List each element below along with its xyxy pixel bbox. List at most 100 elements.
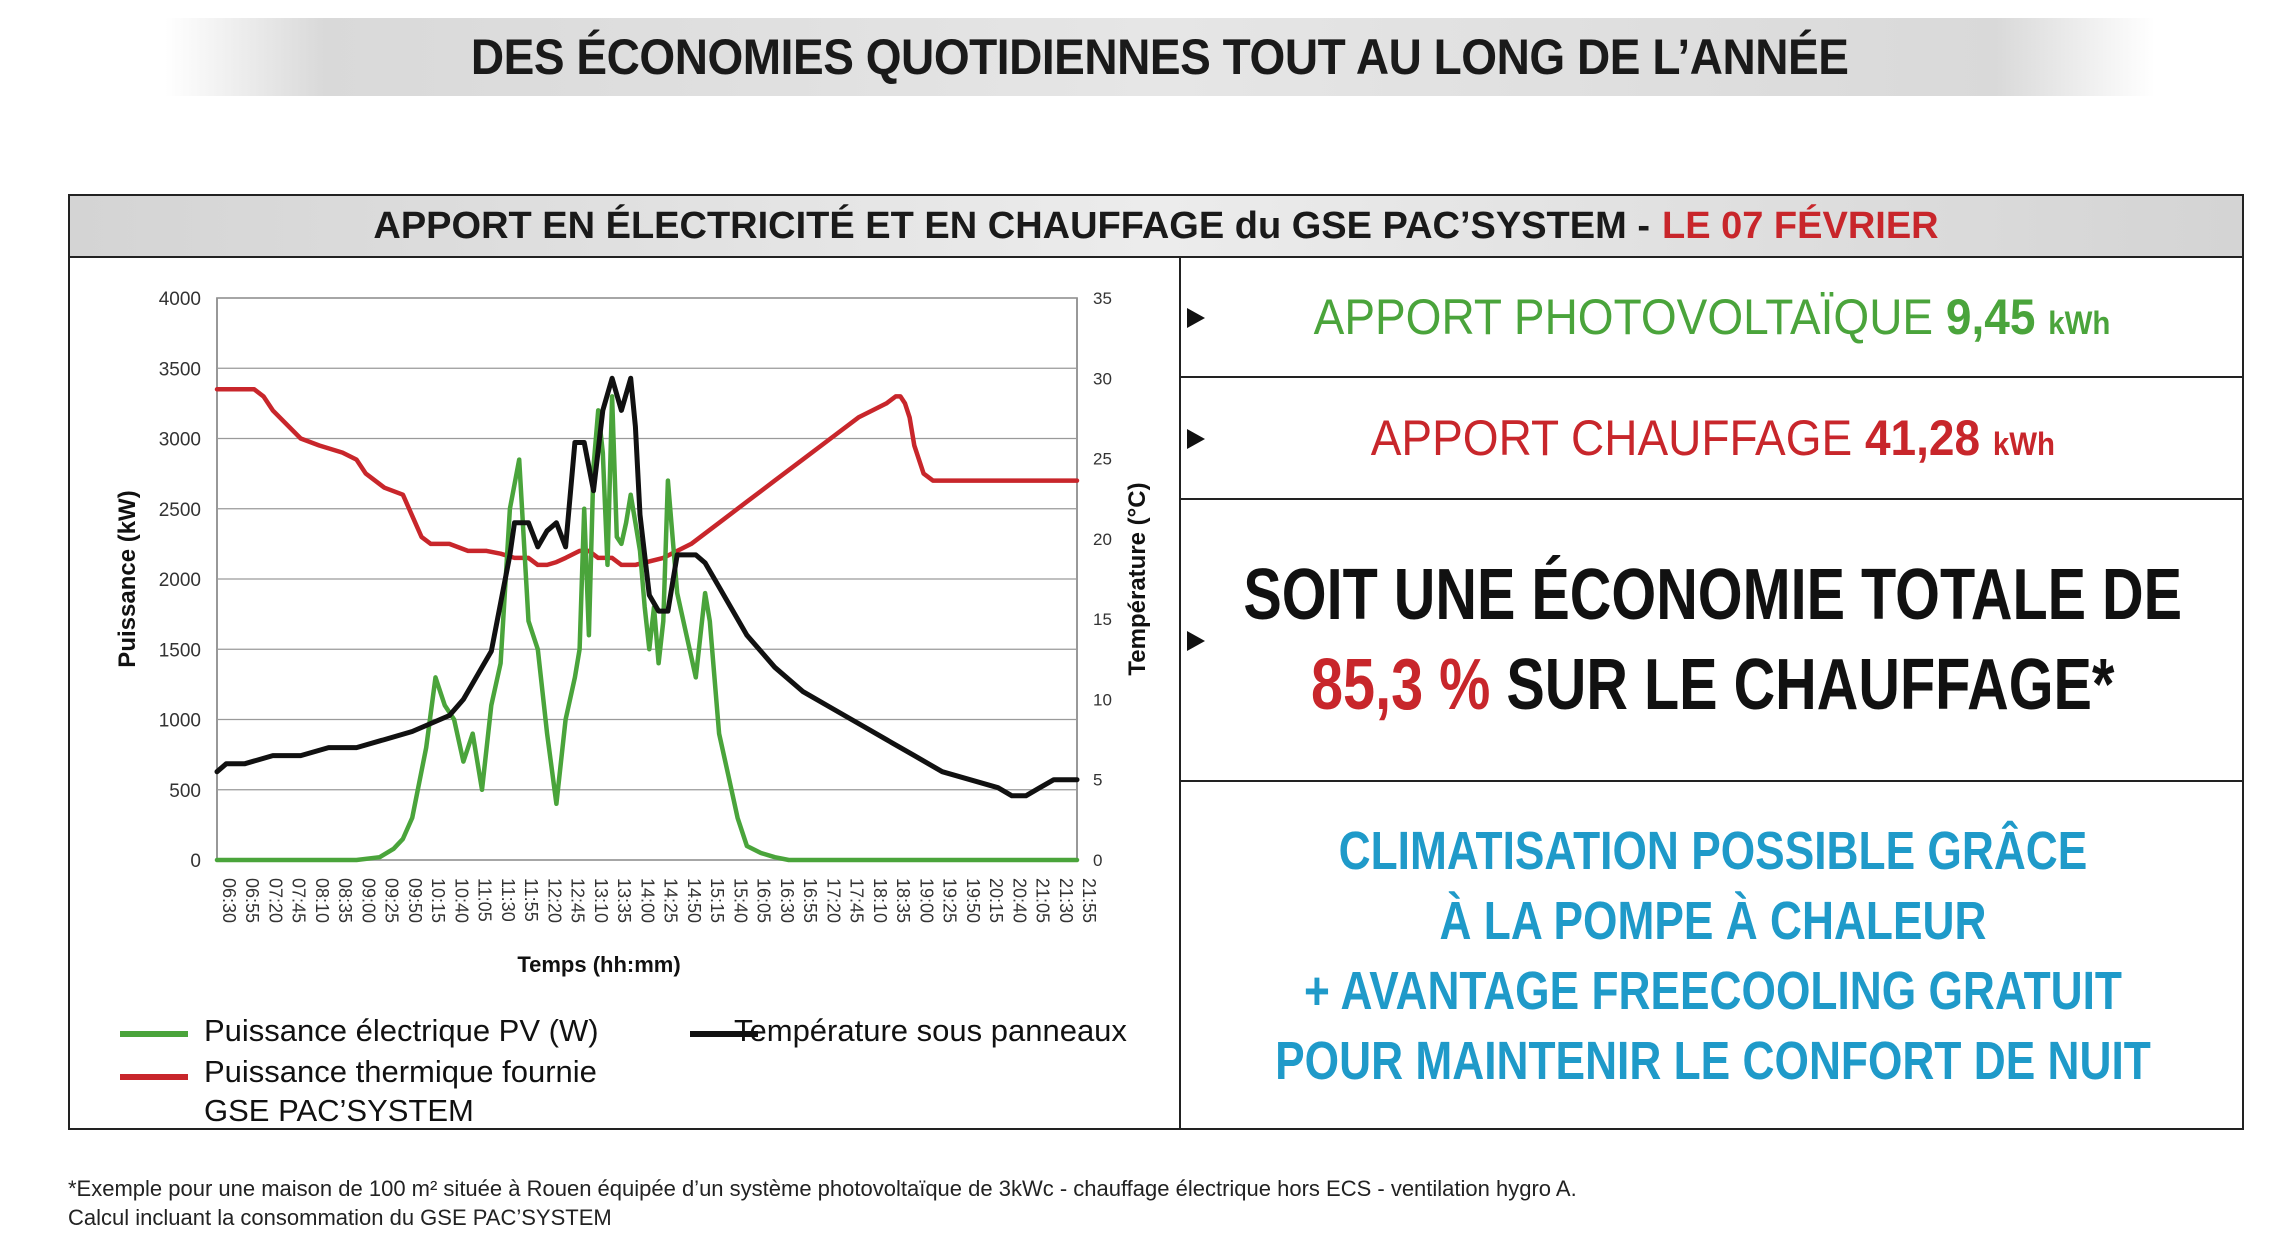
x-tick-label: 21:05 [1033,878,1053,923]
x-tick-label: 12:45 [568,878,588,923]
stat-pv-unit: kWh [2048,305,2111,341]
x-tick-label: 06:55 [242,878,262,923]
x-tick-label: 13:35 [614,878,634,923]
x-tick-label: 19:00 [916,878,936,923]
y-tick-label: 1000 [159,711,201,732]
y-axis-title: Puissance (kW) [114,490,141,667]
y2-tick-label: 5 [1093,771,1102,790]
y2-tick-label: 35 [1093,289,1112,308]
x-tick-label: 19:50 [963,878,983,923]
panel-title-date: LE 07 FÉVRIER [1661,204,1939,247]
x-tick-label: 09:50 [405,878,425,923]
legend-temp-swatch [690,1031,758,1037]
footnote-line-1: *Exemple pour une maison de 100 m² situé… [68,1176,1577,1201]
economy-percent: 85,3 % [1310,645,1491,725]
clim-line-2: À LA POMPE À CHALEUR [1439,891,1986,951]
header-banner: DES ÉCONOMIES QUOTIDIENNES TOUT AU LONG … [165,18,2155,96]
x-tick-label: 07:45 [289,878,309,923]
stat-economy-text: SOIT UNE ÉCONOMIE TOTALE DE 85,3 % SUR L… [1243,550,2182,730]
legend-temp-label: Température sous panneaux [734,1013,1127,1048]
x-tick-label: 17:45 [847,878,867,923]
stat-pv-label: APPORT PHOTOVOLTAÏQUE [1314,289,1934,345]
x-tick-label: 06:30 [219,878,239,923]
y2-tick-label: 20 [1093,530,1112,549]
series-line-pv [214,394,1080,863]
footnote-line-2: Calcul incluant la consommation du GSE P… [68,1205,612,1230]
y-tick-label: 2500 [159,500,201,521]
x-tick-label: 07:20 [265,878,285,923]
x-tick-label: 09:25 [382,878,402,923]
stat-heat-text: APPORT CHAUFFAGE 41,28 kWh [1370,409,2054,467]
x-tick-label: 14:25 [661,878,681,923]
x-axis-title: Temps (hh:mm) [517,952,680,977]
clim-line-4: POUR MAINTENIR LE CONFORT DE NUIT [1274,1031,2151,1091]
x-tick-label: 21:30 [1056,878,1076,923]
legend-thermal-label-2: GSE PAC’SYSTEM [204,1093,474,1128]
legend-thermal-swatch [120,1074,188,1080]
x-tick-label: 11:55 [521,878,541,922]
panel-header: APPORT EN ÉLECTRICITÉ ET EN CHAUFFAGE du… [70,196,2242,258]
y-tick-label: 3000 [159,430,201,451]
economy-line-1: SOIT UNE ÉCONOMIE TOTALE DE [1243,555,2182,635]
y-tick-label: 0 [190,851,201,872]
x-tick-label: 21:55 [1079,878,1099,923]
x-tick-label: 19:25 [940,878,960,923]
y2-tick-label: 30 [1093,369,1112,388]
x-tick-label: 11:05 [475,878,495,922]
stat-heat-label: APPORT CHAUFFAGE [1370,410,1852,466]
bullet-arrow-icon [1187,631,1205,651]
climatisation-text: CLIMATISATION POSSIBLE GRÂCE À LA POMPE … [1275,816,2151,1096]
x-tick-label: 13:10 [591,878,611,923]
y-tick-label: 1500 [159,640,201,661]
stat-heat-value: 41,28 [1864,410,1980,466]
x-tick-label: 10:15 [428,878,448,923]
stat-heat-unit: kWh [1992,426,2055,462]
y-tick-label: 4000 [159,289,201,310]
stat-pv: APPORT PHOTOVOLTAÏQUE 9,45 kWh [1181,258,2244,378]
economy-line-2-text: SUR LE CHAUFFAGE* [1506,645,2115,725]
x-tick-label: 15:15 [707,878,727,923]
page-title: DES ÉCONOMIES QUOTIDIENNES TOUT AU LONG … [471,29,1849,85]
bullet-arrow-icon [1187,308,1205,328]
clim-line-1: CLIMATISATION POSSIBLE GRÂCE [1338,821,2087,881]
chart-area: 4000 3500 3000 2500 2000 1500 1000 500 0 35 30 25 20… [70,258,1179,1128]
stat-pv-text: APPORT PHOTOVOLTAÏQUE 9,45 kWh [1314,288,2111,346]
x-tick-label: 08:35 [335,878,355,923]
x-tick-label: 20:15 [986,878,1006,923]
x-tick-label: 14:00 [637,878,657,923]
legend-pv-label: Puissance électrique PV (W) [204,1013,599,1048]
series-line-temperature [214,375,1080,799]
x-tick-label: 14:50 [684,878,704,923]
x-tick-label: 10:40 [451,878,471,923]
footnote: *Exemple pour une maison de 100 m² situé… [68,1174,1577,1232]
x-tick-label: 12:20 [544,878,564,923]
x-tick-label: 16:30 [777,878,797,923]
y2-tick-label: 0 [1093,851,1102,870]
x-tick-label: 15:40 [730,878,750,923]
stat-economy: SOIT UNE ÉCONOMIE TOTALE DE 85,3 % SUR L… [1181,500,2244,782]
stats-column: APPORT PHOTOVOLTAÏQUE 9,45 kWh APPORT CH… [1181,258,2244,1130]
stat-pv-value: 9,45 [1946,289,2036,345]
panel-divider [1179,258,1181,1130]
info-panel: APPORT EN ÉLECTRICITÉ ET EN CHAUFFAGE du… [68,194,2244,1130]
y2-tick-label: 15 [1093,610,1112,629]
x-tick-label: 09:00 [358,878,378,923]
x-tick-label: 16:05 [754,878,774,923]
legend-pv-swatch [120,1031,188,1037]
clim-line-3: + AVANTAGE FREECOOLING GRATUIT [1303,961,2122,1021]
x-tick-label: 08:10 [312,878,332,923]
y2-tick-label: 10 [1093,690,1112,709]
y-tick-label: 500 [169,781,201,802]
x-tick-label: 17:20 [823,878,843,923]
series-line-thermal [214,387,1080,568]
legend-thermal-label-1: Puissance thermique fournie [204,1054,597,1089]
stat-climatisation: CLIMATISATION POSSIBLE GRÂCE À LA POMPE … [1181,782,2244,1130]
stat-heat: APPORT CHAUFFAGE 41,28 kWh [1181,378,2244,500]
x-tick-label: 18:35 [893,878,913,923]
x-tick-label: 16:55 [800,878,820,923]
y-tick-label: 3500 [159,359,201,380]
x-tick-label: 20:40 [1009,878,1029,923]
y-tick-label: 2000 [159,570,201,591]
y2-tick-label: 25 [1093,450,1112,469]
x-tick-label: 11:30 [498,878,518,922]
